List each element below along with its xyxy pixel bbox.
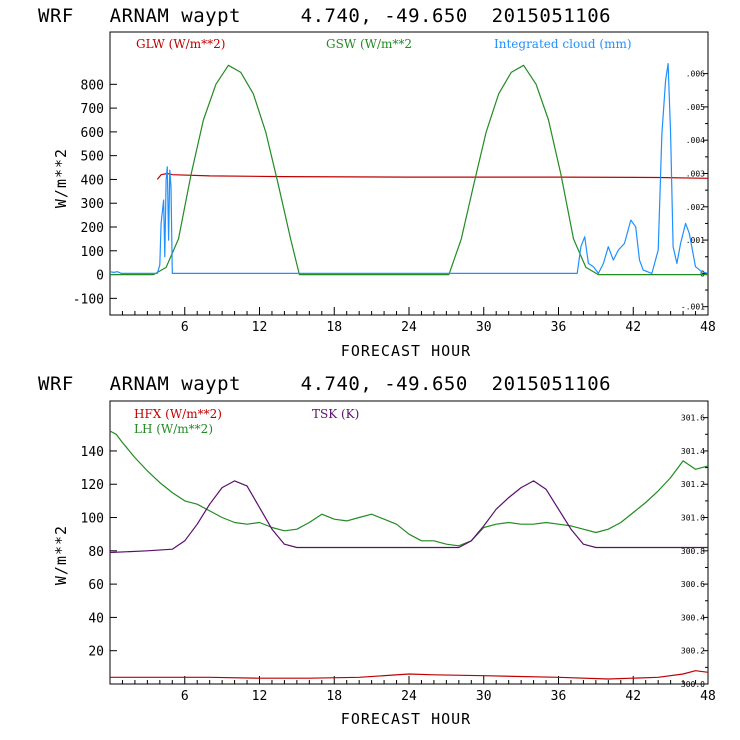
y2-tick-label: 301.2 bbox=[681, 480, 705, 489]
x-tick-label: 48 bbox=[700, 320, 716, 335]
y2-tick-label: 300.0 bbox=[681, 680, 705, 689]
top-legend-cloud: Integrated cloud (mm) bbox=[494, 37, 632, 51]
y2-tick-label: 300.4 bbox=[681, 613, 705, 622]
y2-tick-label: .002 bbox=[686, 203, 705, 212]
y2-tick-label: .003 bbox=[686, 170, 705, 179]
top-y-axis-label: W/m**2 bbox=[52, 148, 70, 208]
x-tick-label: 6 bbox=[181, 689, 189, 704]
y-tick-label: 60 bbox=[88, 578, 104, 593]
y2-tick-label: .004 bbox=[686, 136, 705, 145]
y-tick-label: 500 bbox=[81, 150, 104, 165]
y2-tick-label: .001 bbox=[686, 236, 705, 245]
y2-tick-label: .005 bbox=[686, 103, 705, 112]
y2-tick-label: 300.2 bbox=[681, 647, 705, 656]
x-tick-label: 24 bbox=[401, 689, 417, 704]
y-tick-label: 200 bbox=[81, 221, 104, 236]
bottom-y-axis: 20 40 60 80 100 120 140 bbox=[81, 445, 117, 660]
y-tick-label: 140 bbox=[81, 445, 104, 460]
top-x-axis: 6 12 18 24 30 36 42 48 bbox=[121, 307, 716, 335]
top-panel: WRF ARNAM waypt 4.740, -49.650 201505110… bbox=[38, 5, 716, 360]
top-x-axis-label: FORECAST HOUR bbox=[341, 342, 471, 360]
top-y-axis: -100 0 100 200 300 400 500 600 700 800 bbox=[73, 78, 117, 307]
x-tick-label: 18 bbox=[326, 320, 342, 335]
x-tick-label: 48 bbox=[700, 689, 716, 704]
top-y2-axis: -.001 0 .001 .002 .003 .004 .005 .006 bbox=[681, 70, 708, 312]
bottom-panel: WRF ARNAM waypt 4.740, -49.650 201505110… bbox=[38, 373, 716, 728]
y2-tick-label: .006 bbox=[686, 70, 705, 79]
series-line-gsw bbox=[110, 64, 708, 276]
series-line-integrated bbox=[109, 63, 709, 274]
y-tick-label: -100 bbox=[73, 292, 104, 307]
y-tick-label: 800 bbox=[81, 78, 104, 93]
x-tick-label: 18 bbox=[326, 689, 342, 704]
y2-tick-label: 301.0 bbox=[681, 514, 705, 523]
x-tick-label: 36 bbox=[551, 320, 567, 335]
bottom-x-axis: 6 12 18 24 30 36 42 48 bbox=[121, 676, 716, 704]
x-tick-label: 24 bbox=[401, 320, 417, 335]
y-tick-label: 0 bbox=[96, 269, 104, 284]
top-plot-frame bbox=[109, 31, 709, 316]
bottom-x-axis-label: FORECAST HOUR bbox=[341, 710, 471, 728]
x-tick-label: 30 bbox=[476, 689, 492, 704]
y-tick-label: 700 bbox=[81, 102, 104, 117]
x-tick-label: 42 bbox=[625, 689, 641, 704]
bottom-plot-frame bbox=[109, 400, 709, 685]
y-tick-label: 80 bbox=[88, 545, 104, 560]
y-tick-label: 40 bbox=[88, 611, 104, 626]
x-tick-label: 12 bbox=[252, 689, 268, 704]
series-line-hfx bbox=[110, 670, 709, 680]
series-line-glw bbox=[156, 172, 709, 180]
series-line-lh bbox=[109, 430, 709, 547]
top-legend-glw: GLW (W/m**2) bbox=[136, 37, 225, 51]
y-tick-label: 100 bbox=[81, 245, 104, 260]
y-tick-label: 400 bbox=[81, 173, 104, 188]
y2-tick-label: 0 bbox=[700, 269, 705, 278]
y-tick-label: 600 bbox=[81, 126, 104, 141]
y2-tick-label: 300.6 bbox=[681, 580, 705, 589]
y-tick-label: 300 bbox=[81, 197, 104, 212]
top-chart-title: WRF ARNAM waypt 4.740, -49.650 201505110… bbox=[38, 5, 611, 27]
y-tick-label: 100 bbox=[81, 512, 104, 527]
bottom-y2-axis: 300.0 300.2 300.4 300.6 300.8 301.0 301.2 301.4… bbox=[681, 414, 708, 689]
x-tick-label: 42 bbox=[625, 320, 641, 335]
x-tick-label: 30 bbox=[476, 320, 492, 335]
bottom-legend-lh: LH (W/m**2) bbox=[134, 422, 213, 436]
bottom-legend-hfx: HFX (W/m**2) bbox=[134, 407, 222, 421]
y2-tick-label: -.001 bbox=[681, 303, 705, 312]
x-tick-label: 36 bbox=[551, 689, 567, 704]
y2-tick-label: 301.6 bbox=[681, 414, 705, 423]
y2-tick-label: 300.8 bbox=[681, 547, 705, 556]
bottom-y-axis-label: W/m**2 bbox=[52, 525, 70, 585]
top-legend-gsw: GSW (W/m**2 bbox=[326, 37, 412, 51]
bottom-chart-title: WRF ARNAM waypt 4.740, -49.650 201505110… bbox=[38, 373, 611, 395]
y-tick-label: 120 bbox=[81, 478, 104, 493]
x-tick-label: 12 bbox=[252, 320, 268, 335]
y2-tick-label: 301.4 bbox=[681, 447, 705, 456]
series-line-tsk bbox=[109, 480, 708, 554]
bottom-legend-tsk: TSK (K) bbox=[312, 407, 359, 421]
top-series-group bbox=[109, 63, 709, 276]
x-tick-label: 6 bbox=[181, 320, 189, 335]
y-tick-label: 20 bbox=[88, 645, 104, 660]
bottom-series-group bbox=[109, 430, 709, 680]
